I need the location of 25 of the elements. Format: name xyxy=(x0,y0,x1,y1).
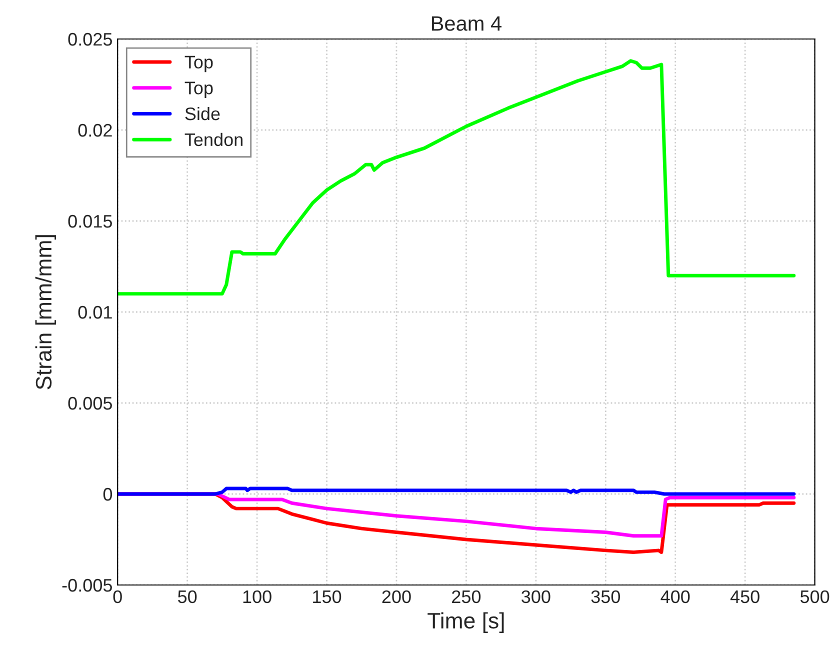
x-tick-label: 300 xyxy=(522,590,550,604)
y-tick-label: 0 xyxy=(103,488,112,501)
x-tick-label: 150 xyxy=(313,590,342,604)
y-axis-title: Strain [mm/mm] xyxy=(35,235,56,390)
x-tick-label: 100 xyxy=(243,590,272,604)
legend-label: Side xyxy=(185,106,220,120)
x-tick-label: 0 xyxy=(113,590,122,604)
x-tick-label: 350 xyxy=(591,590,620,604)
x-tick-label: 400 xyxy=(660,590,690,604)
x-tick-label: 250 xyxy=(452,590,481,604)
x-tick-label: 500 xyxy=(800,590,830,604)
y-tick-label: 0.02 xyxy=(78,124,112,137)
legend-label: Top xyxy=(184,82,213,98)
y-tick-label: 0.015 xyxy=(68,214,112,228)
y-tick-label: 0.01 xyxy=(78,306,112,319)
x-tick-label: 50 xyxy=(178,590,197,604)
legend-label: Top xyxy=(184,56,213,72)
y-tick-label: 0.025 xyxy=(68,32,112,46)
y-tick-label: 0.005 xyxy=(68,396,112,410)
legend-label: Tendon xyxy=(184,132,242,146)
y-tick-label: -0.005 xyxy=(62,578,112,592)
x-tick-label: 450 xyxy=(730,590,760,604)
chart-title: Beam 4 xyxy=(432,16,502,31)
x-axis-title: Time [s] xyxy=(428,612,504,633)
x-tick-label: 200 xyxy=(382,590,411,604)
